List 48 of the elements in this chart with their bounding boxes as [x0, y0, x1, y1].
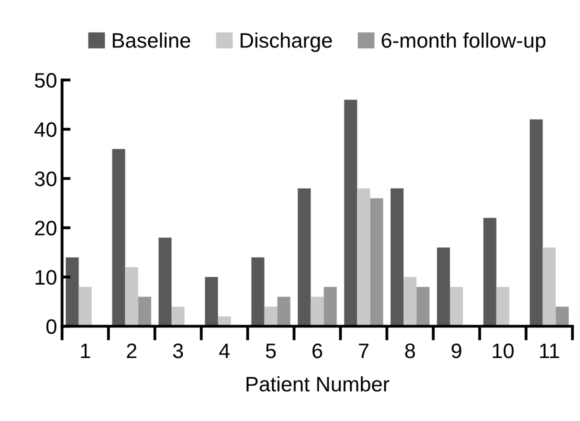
- bar: [66, 257, 79, 326]
- bar: [483, 218, 496, 326]
- bar: [542, 247, 556, 326]
- bar: [496, 286, 510, 326]
- x-tick-label: 5: [266, 344, 276, 358]
- y-tick-label: 40: [34, 122, 56, 137]
- x-tick-label: 1: [81, 344, 90, 358]
- bar: [298, 188, 311, 326]
- bar: [125, 267, 138, 326]
- bar: [404, 277, 417, 326]
- x-tick-label: 4: [219, 344, 230, 358]
- bar: [556, 306, 569, 326]
- legend-label: Discharge: [240, 32, 332, 52]
- bar: [530, 119, 543, 326]
- y-tick-label: 0: [46, 319, 56, 334]
- bar: [450, 286, 463, 326]
- bar: [324, 286, 337, 326]
- x-axis-title: Patient Number: [246, 376, 390, 392]
- x-tick-label: 2: [126, 343, 136, 358]
- x-tick-label: 11: [540, 344, 560, 358]
- bar: [138, 296, 152, 326]
- legend-label: 6-month follow-up: [382, 32, 546, 52]
- y-tick-label: 20: [35, 220, 56, 236]
- bar: [172, 306, 185, 326]
- bar: [357, 188, 370, 326]
- bar: [264, 306, 278, 326]
- x-tick-label: 8: [405, 343, 415, 358]
- bar: [204, 277, 218, 326]
- bar: [370, 198, 384, 326]
- x-tick-label: 6: [312, 343, 322, 358]
- bar: [416, 286, 430, 326]
- x-tick-label: 10: [492, 343, 514, 358]
- bar: [112, 148, 126, 326]
- y-tick-label: 10: [36, 270, 56, 285]
- bar: [390, 188, 404, 326]
- bar: [344, 100, 358, 326]
- y-tick-label: 30: [34, 172, 56, 186]
- x-tick-label: 7: [358, 344, 368, 358]
- bar: [78, 286, 92, 326]
- bar: [277, 296, 290, 326]
- x-tick-label: 3: [173, 343, 183, 358]
- y-tick-label: 50: [34, 72, 56, 88]
- x-tick-label: 9: [452, 343, 462, 358]
- bar: [436, 247, 450, 326]
- bar: [310, 296, 324, 326]
- legend-label: Baseline: [112, 32, 190, 48]
- bar: [158, 238, 172, 326]
- bar: [251, 257, 264, 326]
